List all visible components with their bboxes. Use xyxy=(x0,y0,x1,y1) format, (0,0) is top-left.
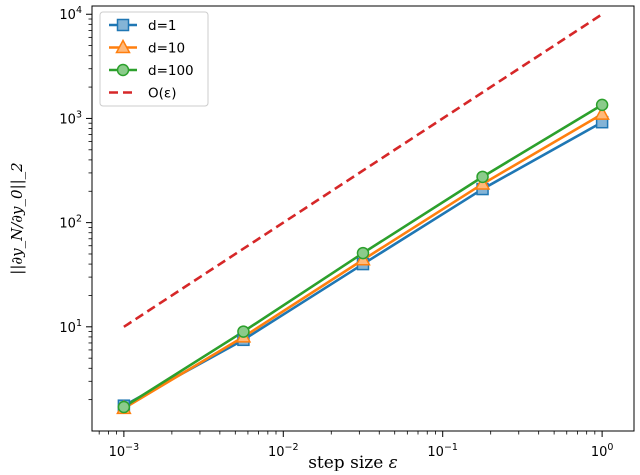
data-point xyxy=(476,170,489,184)
x-tick-label: 10−3 xyxy=(109,442,140,460)
y-tick-label: 103 xyxy=(59,109,82,127)
legend-label-2: d=100 xyxy=(148,63,194,79)
legend-label-3: O(ε) xyxy=(148,86,176,102)
legend: d=1 d=10 d=100 O(ε) xyxy=(99,11,209,107)
legend-marker-0 xyxy=(116,18,130,32)
y-tick-label: 102 xyxy=(59,214,82,232)
data-point xyxy=(237,325,250,338)
legend-label-0: d=1 xyxy=(148,18,176,34)
data-point xyxy=(595,98,609,112)
legend-frame xyxy=(99,11,209,107)
x-tick-label: 10−1 xyxy=(427,442,458,460)
x-tick-label: 10−2 xyxy=(268,442,299,460)
series-line-3 xyxy=(123,13,603,328)
y-tick-label: 104 xyxy=(59,5,82,23)
data-point xyxy=(356,246,370,260)
legend-marker-2 xyxy=(116,63,130,77)
legend-marker-1 xyxy=(115,38,131,54)
data-point xyxy=(117,400,131,414)
y-axis-label: ||∂y_N/∂y_0||_2 xyxy=(8,162,26,274)
legend-label-1: d=10 xyxy=(148,41,185,57)
plot-frame xyxy=(91,5,635,432)
x-tick-label: 100 xyxy=(591,442,614,460)
x-axis-label: step size ε xyxy=(308,453,398,471)
data-point xyxy=(594,105,610,120)
y-tick-label: 101 xyxy=(59,318,82,336)
